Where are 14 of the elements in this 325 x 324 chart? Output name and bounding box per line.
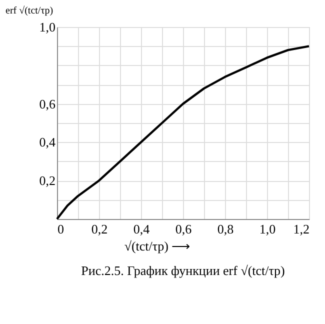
x-tick-label: 0,6 <box>175 222 192 236</box>
x-tick-label: 1,0 <box>259 222 276 236</box>
x-axis-title: √(tct/τp) ⟶ <box>124 238 191 254</box>
y-tick-label: 0,6 <box>39 96 56 112</box>
x-tick-label: 0,8 <box>217 222 234 236</box>
text: Рис.2.5. График функции erf √(tct/τp) <box>81 263 285 278</box>
y-tick-label: 0,4 <box>39 134 56 150</box>
x-tick-label: 1,2 <box>293 222 310 236</box>
y-axis-title: erf √(tct/τp) <box>6 6 54 16</box>
x-tick-label: 0 <box>58 222 64 236</box>
x-tick-label: 0,4 <box>133 222 150 236</box>
y-tick-label: 0,2 <box>39 173 56 188</box>
x-tick-label: 0,2 <box>91 222 108 236</box>
y-tick-label: 1,0 <box>39 20 56 34</box>
